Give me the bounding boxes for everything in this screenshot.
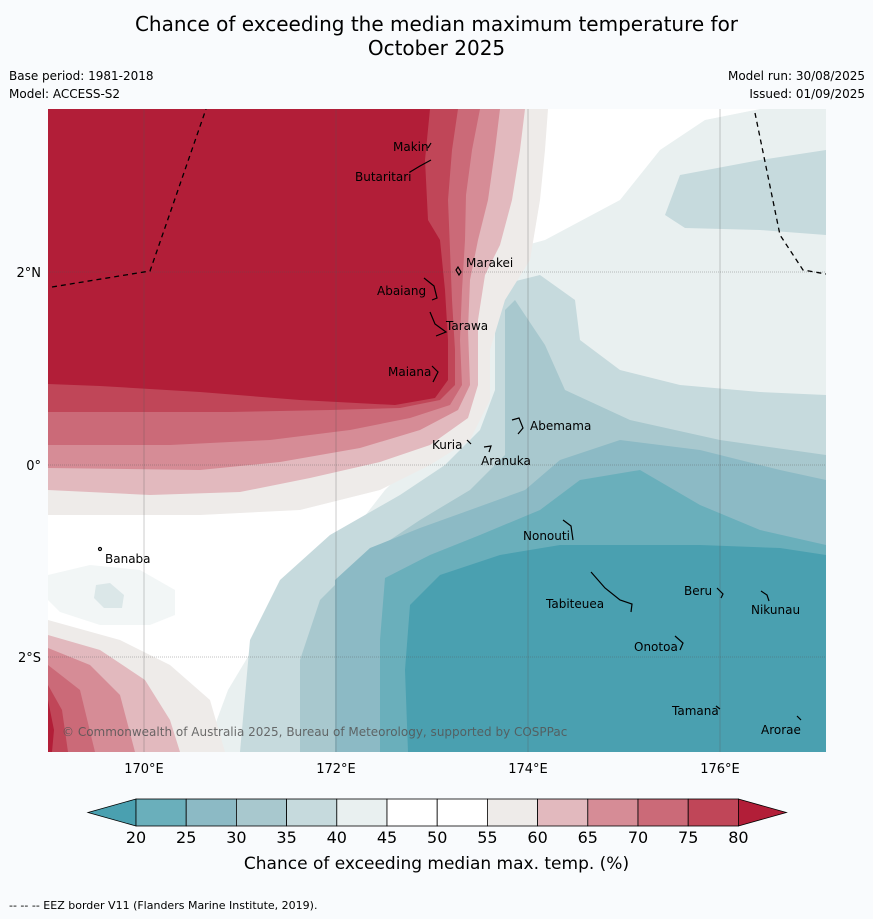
probability-field [48,109,826,752]
meta-right: Model run: 30/08/2025 Issued: 01/09/2025 [728,67,865,103]
label-beru: Beru [684,584,712,598]
colorbar-segment [637,798,689,827]
colorbar: 20 25 30 35 40 45 50 55 60 65 70 75 80 [86,798,788,847]
label-nikunau: Nikunau [751,603,800,617]
lon-label-172: 172°E [316,762,356,777]
base-period: Base period: 1981-2018 [9,69,154,83]
island-butaritari [409,159,432,173]
band-35-40-ne [665,150,826,235]
island-tamana [715,705,721,710]
colorbar-tick-label: 30 [226,828,246,847]
island-maiana [431,365,439,383]
label-tabiteuea: Tabiteuea [545,597,604,611]
colorbar-segment [135,798,187,827]
colorbar-tick-label: 40 [327,828,347,847]
island-abemama [511,417,524,435]
island-nonouti [562,519,574,541]
islands [97,142,802,721]
island-beru [716,587,724,599]
copyright-text: © Commonwealth of Australia 2025, Bureau… [62,725,567,739]
colorbar-tick-label: 50 [427,828,447,847]
label-abemama: Abemama [530,419,591,433]
model-run: Model run: 30/08/2025 [727,69,865,83]
label-aranuka: Aranuka [481,454,531,468]
colorbar-segment [336,798,388,827]
colorbar-segment [185,798,237,827]
colorbar-segment [537,798,589,827]
label-marakei: Marakei [466,256,513,270]
label-tamana: Tamana [671,704,719,718]
label-arorae: Arorae [761,723,801,737]
colorbar-segment [436,798,488,827]
colorbar-tick-label: 60 [527,828,547,847]
colorbar-segment [687,798,739,827]
lat-label-2s: 2°S [18,651,41,666]
lon-label-170: 170°E [124,762,164,777]
colorbar-segment [235,798,287,827]
label-banaba: Banaba [105,552,151,566]
colorbar-segment [486,798,538,827]
island-tabiteuea [590,571,633,613]
colorbar-segment [587,798,639,827]
island-makin [427,142,432,149]
colorbar-tick-label: 20 [126,828,146,847]
label-tarawa: Tarawa [445,319,488,333]
colorbar-extend-high [738,798,788,827]
island-kuria [466,439,472,445]
issued-date: Issued: 01/09/2025 [749,87,865,101]
label-nonouti: Nonouti [523,529,570,543]
label-onotoa: Onotoa [634,640,678,654]
colorbar-tick-label: 25 [176,828,196,847]
title-line-1: Chance of exceeding the median maximum t… [134,12,739,36]
label-butaritari: Butaritari [355,170,412,184]
lon-label-174: 174°E [508,762,548,777]
model-name: Model: ACCESS-S2 [9,87,121,101]
colorbar-tick-label: 35 [276,828,296,847]
label-abaiang: Abaiang [377,284,426,298]
island-onotoa [674,635,684,651]
lat-label-0: 0° [26,459,41,474]
island-abaiang [423,277,438,301]
eez-border [51,109,826,288]
band-banaba-ring [48,565,175,625]
colorbar-segment [286,798,338,827]
island-banaba [97,546,103,552]
eez-note: -- -- -- EEZ border V11 (Flanders Marine… [9,899,318,912]
island-marakei [455,265,462,277]
label-maiana: Maiana [388,365,431,379]
island-tarawa [429,311,448,337]
colorbar-tick-label: 75 [678,828,698,847]
band-above-80 [48,109,448,405]
map-title: Chance of exceeding the median maximum t… [0,12,873,60]
island-arorae [796,715,802,721]
lon-gridlines [143,109,721,752]
island-nikunau [760,590,770,602]
axis-labels: 2°N 0° 2°S 170°E 172°E 174°E 176°E [17,266,740,777]
island-aranuka [483,445,492,453]
band-below-20 [405,545,826,752]
band-sw-80 [48,700,54,752]
colorbar-tick-label: 55 [477,828,497,847]
lat-gridlines [48,271,826,658]
colorbar-tick-label: 65 [578,828,598,847]
title-line-2: October 2025 [367,36,506,60]
place-labels: Makin Butaritari Marakei Abaiang Tarawa … [105,140,801,737]
meta-left: Base period: 1981-2018 Model: ACCESS-S2 [9,67,154,103]
colorbar-segment [386,798,438,827]
label-makin: Makin [393,140,429,154]
colorbar-tick-label: 45 [377,828,397,847]
colorbar-tick-label: 80 [728,828,748,847]
colorbar-tick-label: 70 [628,828,648,847]
colorbar-title: Chance of exceeding median max. temp. (%… [243,854,630,874]
colorbar-extend-low [86,798,137,827]
lon-label-176: 176°E [700,762,740,777]
lat-label-2n: 2°N [17,266,42,281]
label-kuria: Kuria [432,438,463,452]
